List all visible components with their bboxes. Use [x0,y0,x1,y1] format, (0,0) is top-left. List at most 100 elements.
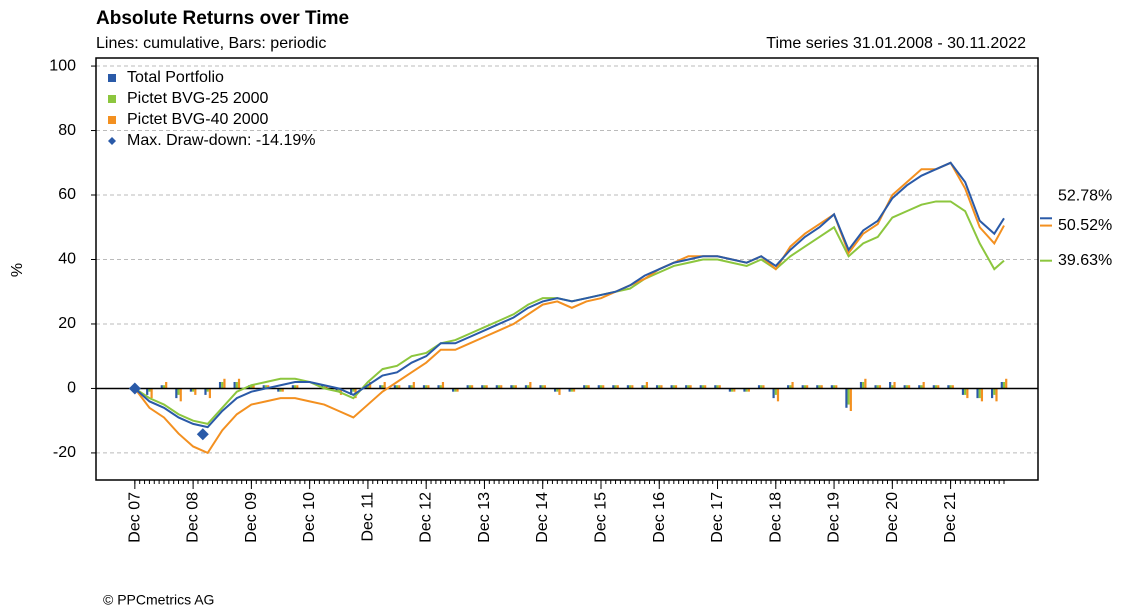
periodic-bar [903,385,906,389]
periodic-bar [165,381,168,389]
periodic-bar [835,385,838,389]
periodic-bar [175,388,178,399]
periodic-bar [876,385,879,389]
legend-label: Total Portfolio [127,69,224,86]
periodic-bar [816,385,819,389]
periodic-bar [760,385,763,389]
chart-title: Absolute Returns over Time [96,8,349,29]
end-label: 52.78% [1058,188,1112,205]
drawdown-marker [196,428,209,441]
periodic-bar [849,388,852,412]
periodic-bar [194,388,197,395]
periodic-bar [789,385,792,389]
periodic-bar [845,388,848,408]
periodic-bar [291,385,294,389]
periodic-bar [223,378,226,389]
periodic-bar [264,385,268,389]
periodic-bar [995,388,998,402]
periodic-bar [556,388,559,392]
periodic-bar [206,388,209,392]
periodic-bar [335,388,338,392]
periodic-bar [410,385,413,389]
periodic-bar [730,388,734,392]
periodic-bar [643,385,646,389]
y-tick-label: 80 [58,122,76,139]
end-label: 39.63% [1058,252,1112,269]
periodic-bar [514,385,517,389]
periodic-bar [512,385,515,389]
periodic-bar [718,385,721,389]
x-tick-label: Dec 08 [185,492,202,543]
periodic-bar [864,378,867,389]
periodic-bar [543,385,547,389]
periodic-bar [602,385,605,389]
periodic-bar [832,385,836,389]
periodic-bar [148,388,151,392]
legend-swatch [108,95,116,103]
periodic-bar [398,385,401,389]
periodic-bar [585,385,588,389]
periodic-bar [818,385,821,389]
periodic-bar [427,385,430,389]
periodic-bar [806,385,809,389]
periodic-bar [616,385,619,389]
periodic-bar [672,385,675,389]
periodic-bar [468,385,471,389]
periodic-bar [558,388,561,395]
periodic-bar [412,381,415,389]
periodic-bar [296,385,299,389]
periodic-bar [830,385,833,389]
periodic-bar [966,388,969,399]
periodic-bar [961,388,965,395]
periodic-bar [553,388,557,392]
legend-swatch [108,116,116,124]
periodic-bar [862,381,865,389]
periodic-bar [655,385,659,389]
periodic-bar [192,388,195,392]
periodic-bar [408,385,411,389]
periodic-bar [614,385,617,389]
periodic-bar [470,385,474,389]
periodic-bar [733,388,736,392]
legend-swatch [108,74,116,82]
legend-label: Pictet BVG-25 2000 [127,90,269,107]
periodic-bar [599,385,603,389]
periodic-bar [803,385,807,389]
periodic-bar [437,385,440,389]
periodic-bar [743,388,746,392]
periodic-bar [439,385,442,389]
periodic-bar [189,388,193,392]
periodic-bar [658,385,661,389]
periodic-bar [704,385,707,389]
periodic-bar [587,385,590,389]
series-line [134,161,1005,455]
periodic-bar [716,385,719,389]
periodic-bar [978,388,981,399]
periodic-bar [452,388,455,392]
x-tick-label: Dec 14 [534,492,551,543]
periodic-bar [524,385,528,389]
x-tick-label: Dec 11 [359,492,376,542]
periodic-bar [441,381,445,389]
y-tick-label: 0 [67,380,76,397]
periodic-bar [641,385,644,389]
periodic-bar [572,388,576,392]
periodic-bar [568,388,571,392]
periodic-bar [878,385,882,389]
periodic-bar [497,385,501,389]
periodic-bar [281,388,284,392]
periodic-bar [674,385,678,389]
periodic-bar [874,385,877,389]
y-axis-label: % [9,263,26,277]
x-tick-label: Dec 09 [243,492,260,543]
periodic-bar [670,385,673,389]
periodic-bar [597,385,600,389]
periodic-bar [539,385,542,389]
periodic-bar [1000,381,1003,389]
periodic-bar [980,388,984,402]
periodic-bar [685,385,688,389]
periodic-bar [776,388,780,402]
periodic-bar [500,385,503,389]
periodic-bar [425,385,428,389]
end-label: 50.52% [1058,217,1112,234]
